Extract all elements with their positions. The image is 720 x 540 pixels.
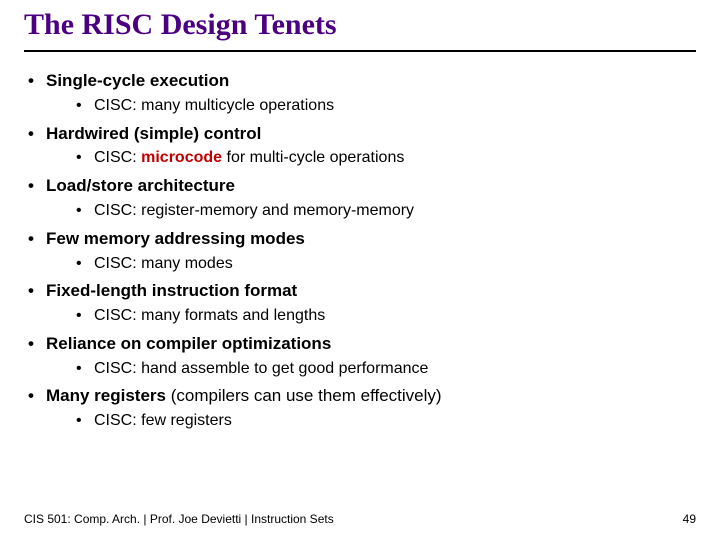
main-bullet: Single-cycle execution — [24, 70, 696, 93]
main-bullet: Hardwired (simple) control — [24, 123, 696, 146]
sub-bullet: CISC: hand assemble to get good performa… — [24, 358, 696, 380]
main-bullet: Fixed-length instruction format — [24, 280, 696, 303]
sub-bullet: CISC: register-memory and memory-memory — [24, 200, 696, 222]
slide-footer: CIS 501: Comp. Arch. | Prof. Joe Deviett… — [24, 512, 696, 526]
footer-left: CIS 501: Comp. Arch. | Prof. Joe Deviett… — [24, 512, 334, 526]
sub-bullet: CISC: microcode for multi-cycle operatio… — [24, 147, 696, 169]
slide-title: The RISC Design Tenets — [24, 8, 696, 52]
bullet-list: Single-cycle execution CISC: many multic… — [24, 70, 696, 432]
main-bullet: Few memory addressing modes — [24, 228, 696, 251]
main-bullet: Many registers (compilers can use them e… — [24, 385, 696, 408]
main-bullet: Reliance on compiler optimizations — [24, 333, 696, 356]
sub-bullet: CISC: few registers — [24, 410, 696, 432]
sub-bullet: CISC: many modes — [24, 253, 696, 275]
page-number: 49 — [683, 512, 696, 526]
main-bullet: Load/store architecture — [24, 175, 696, 198]
sub-bullet: CISC: many multicycle operations — [24, 95, 696, 117]
sub-bullet: CISC: many formats and lengths — [24, 305, 696, 327]
